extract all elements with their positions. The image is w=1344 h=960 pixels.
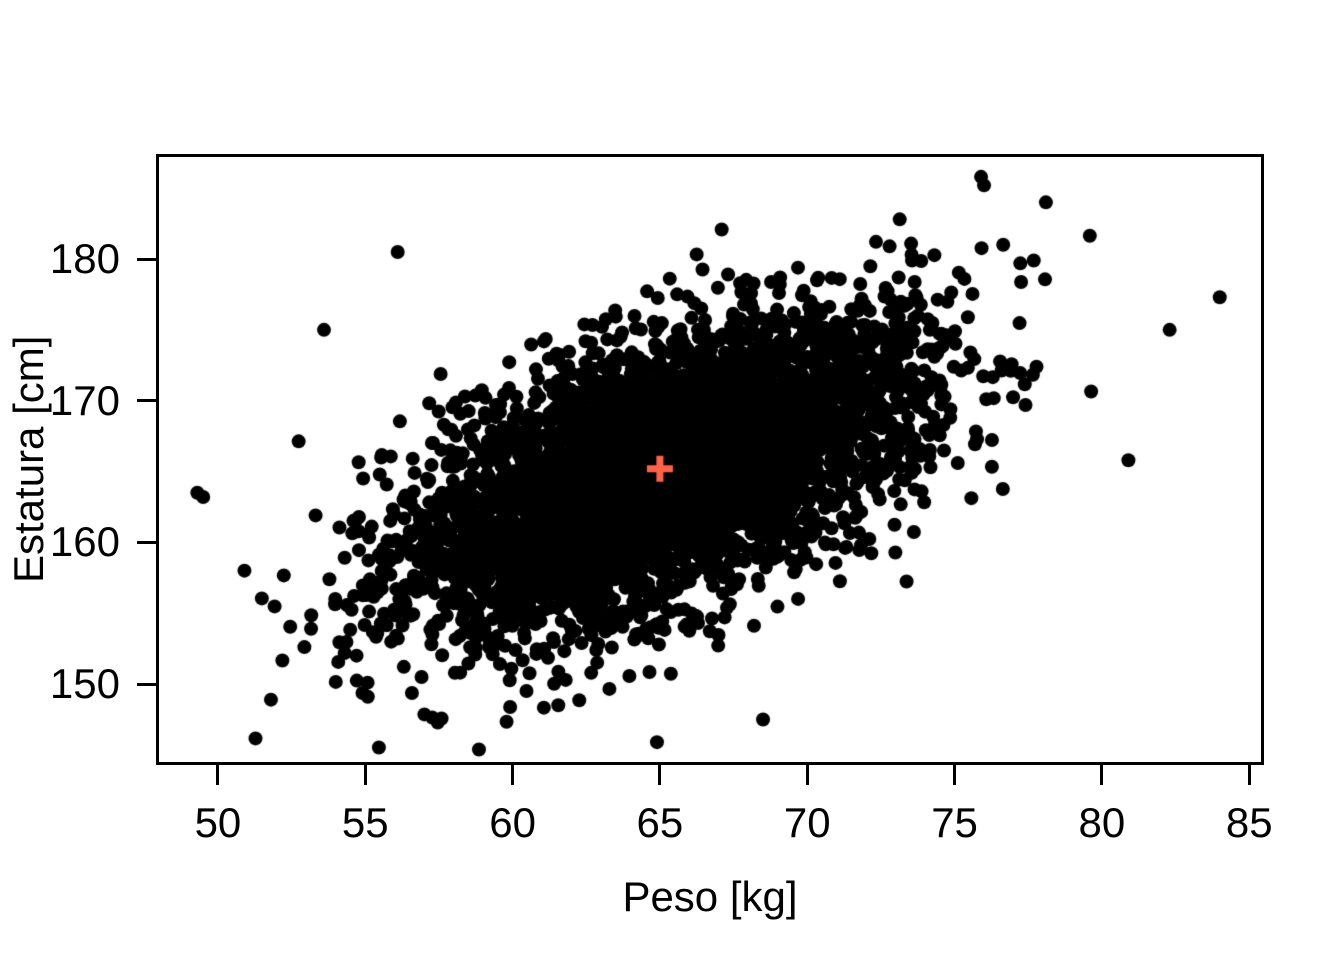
plot-area [156, 154, 1264, 765]
y-tick-label: 160 [49, 518, 120, 566]
x-tick-label: 75 [931, 799, 978, 846]
x-tick-label: 85 [1225, 799, 1273, 846]
x-tick-mark [805, 765, 809, 785]
y-tick-label: 170 [49, 376, 120, 424]
y-tick-mark [137, 257, 157, 261]
x-tick-label: 50 [194, 799, 242, 846]
scatter-points-canvas [159, 157, 1261, 762]
x-tick-mark [511, 765, 515, 785]
x-tick-label: 55 [341, 799, 389, 846]
x-tick-label: 60 [489, 799, 536, 846]
y-tick-mark [137, 540, 157, 544]
y-tick-mark [137, 682, 157, 686]
y-tick-label: 180 [49, 235, 120, 282]
x-tick-label: 70 [783, 799, 831, 846]
y-tick-label: 150 [49, 660, 120, 708]
x-tick-label: 65 [636, 799, 684, 846]
x-tick-mark [363, 765, 367, 785]
x-axis-title: Peso [kg] [622, 873, 798, 920]
y-tick-mark [137, 399, 157, 403]
x-tick-mark [1247, 765, 1251, 785]
x-tick-mark [658, 765, 662, 785]
x-tick-mark [953, 765, 957, 785]
x-tick-mark [1100, 765, 1104, 785]
x-tick-mark [216, 765, 220, 785]
x-tick-label: 80 [1078, 799, 1126, 846]
y-axis-title: Estatura [cm] [5, 335, 52, 584]
